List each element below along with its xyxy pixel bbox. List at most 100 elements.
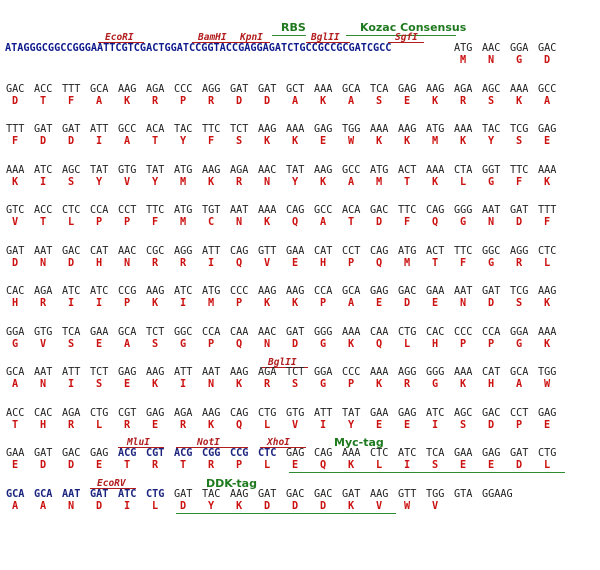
codon: GTG xyxy=(286,408,305,419)
amino-acid: L xyxy=(152,501,159,512)
amino-acid: A xyxy=(544,96,551,107)
codon: CCG xyxy=(230,448,249,459)
codon: ATT xyxy=(90,124,109,135)
codon: CTG xyxy=(90,408,109,419)
site-label-bglii-2: BglII xyxy=(268,357,297,368)
codon: GGA xyxy=(510,327,529,338)
amino-acid: K xyxy=(404,136,411,147)
codon: ACG xyxy=(174,448,193,459)
amino-acid: S xyxy=(96,379,103,390)
amino-acid: A xyxy=(40,501,47,512)
codon: ATC xyxy=(118,489,137,500)
codon: GCA xyxy=(90,84,109,95)
amino-acid: V xyxy=(40,339,47,350)
codon: GAC xyxy=(370,205,389,216)
amino-acid: P xyxy=(180,96,187,107)
codon: CCC xyxy=(230,286,249,297)
amino-acid: K xyxy=(348,501,355,512)
codon: CTA xyxy=(454,165,473,176)
codon: AAA xyxy=(454,367,473,378)
amino-acid: F xyxy=(68,96,75,107)
amino-acid: L xyxy=(376,460,383,471)
amino-acid: R xyxy=(236,177,243,188)
site-line-noti xyxy=(176,447,248,448)
amino-acid: S xyxy=(68,339,75,350)
codon: TAC xyxy=(174,124,193,135)
amino-acid: I xyxy=(124,501,131,512)
amino-acid: K xyxy=(544,177,551,188)
amino-acid: F xyxy=(12,136,19,147)
codon: CCA xyxy=(314,286,333,297)
amino-acid: V xyxy=(376,501,383,512)
codon: TTC xyxy=(146,205,165,216)
feature-line-rbs xyxy=(272,35,306,36)
codon: GAT xyxy=(6,246,25,257)
amino-acid: A xyxy=(516,379,523,390)
site-label-bglii: BglII xyxy=(311,32,340,43)
amino-acid: N xyxy=(40,258,47,269)
amino-acid: I xyxy=(180,298,187,309)
codon: AAC xyxy=(482,43,501,54)
amino-acid: L xyxy=(544,258,551,269)
amino-acid: F xyxy=(544,217,551,228)
codon: TGG xyxy=(426,489,445,500)
site-line-xhoi xyxy=(260,447,306,448)
amino-acid: G xyxy=(12,339,19,350)
amino-acid: M xyxy=(180,217,187,228)
codon: ACA xyxy=(146,124,165,135)
codon: GAG xyxy=(398,408,417,419)
codon: GAG xyxy=(314,124,333,135)
codon: AAG xyxy=(370,489,389,500)
codon: AAA xyxy=(258,205,277,216)
amino-acid: R xyxy=(208,460,215,471)
codon: AGA xyxy=(230,165,249,176)
amino-acid: P xyxy=(488,339,495,350)
amino-acid: D xyxy=(12,258,19,269)
codon: AAG xyxy=(230,489,249,500)
codon: GGC xyxy=(174,327,193,338)
amino-acid: I xyxy=(208,258,215,269)
codon: AGG xyxy=(174,246,193,257)
amino-acid: Y xyxy=(292,177,299,188)
codon: ACA xyxy=(342,205,361,216)
codon: ATC xyxy=(90,286,109,297)
codon: AAA xyxy=(286,124,305,135)
codon: AAA xyxy=(6,165,25,176)
site-label-ecori: EcoRI xyxy=(105,32,134,43)
codon: GCC xyxy=(538,84,557,95)
codon: GAA xyxy=(6,448,25,459)
codon: AAA xyxy=(454,124,473,135)
amino-acid: S xyxy=(376,96,383,107)
codon: ATC xyxy=(398,448,417,459)
site-line-ecorv xyxy=(90,488,136,489)
codon: ACT xyxy=(426,246,445,257)
codon: ATT xyxy=(62,367,81,378)
codon: GAG xyxy=(90,448,109,459)
amino-acid: T xyxy=(152,136,159,147)
amino-acid: T xyxy=(180,460,187,471)
amino-acid: R xyxy=(516,258,523,269)
codon: CTG xyxy=(538,448,557,459)
amino-acid: A xyxy=(124,136,131,147)
codon: TTC xyxy=(454,246,473,257)
codon: GAA xyxy=(90,327,109,338)
amino-acid: R xyxy=(40,298,47,309)
codon: GAG xyxy=(538,124,557,135)
amino-acid: N xyxy=(488,217,495,228)
amino-acid: S xyxy=(68,177,75,188)
amino-acid: Q xyxy=(236,258,243,269)
amino-acid: E xyxy=(376,298,383,309)
codon: GAG xyxy=(370,286,389,297)
amino-acid: G xyxy=(488,258,495,269)
amino-acid: P xyxy=(320,298,327,309)
amino-acid: M xyxy=(180,177,187,188)
amino-acid: Y xyxy=(152,177,159,188)
codon: ATG xyxy=(174,165,193,176)
site-label-xhoi: XhoI xyxy=(267,437,290,448)
codon: GCA xyxy=(118,327,137,338)
codon: GCA xyxy=(6,489,25,500)
amino-acid: T xyxy=(404,177,411,188)
codon: GGAAG xyxy=(482,489,513,500)
amino-acid: A xyxy=(12,501,19,512)
amino-acid: E xyxy=(404,420,411,431)
